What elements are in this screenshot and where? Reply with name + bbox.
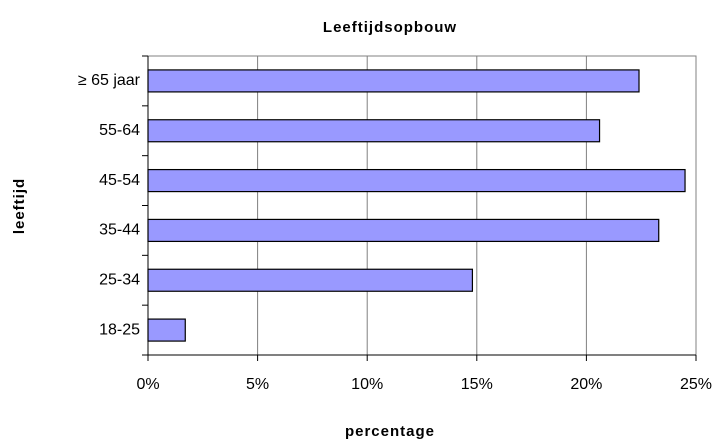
x-tick-label: 5%: [246, 376, 269, 393]
x-tick-label: 10%: [351, 376, 383, 393]
y-tick-label: 25-34: [99, 271, 140, 288]
bar: [147, 119, 601, 143]
x-tick-label: 25%: [680, 376, 712, 393]
x-tick-label: 15%: [461, 376, 493, 393]
bar: [147, 318, 186, 342]
bar: [147, 218, 660, 243]
y-axis-label: leeftijd: [11, 178, 28, 234]
bar: [147, 268, 474, 292]
y-tick-label: 45-54: [99, 172, 140, 189]
bar: [147, 168, 686, 193]
x-tick-label: 0%: [136, 376, 159, 393]
bar: [147, 69, 640, 93]
y-tick-label: 55-64: [99, 122, 140, 139]
x-tick-label: 20%: [570, 376, 602, 393]
y-tick-label: ≥ 65 jaar: [78, 72, 141, 89]
y-tick-label: 35-44: [99, 222, 140, 239]
y-tick-label: 18-25: [99, 321, 140, 338]
chart-title: Leeftijdsopbouw: [323, 19, 457, 36]
x-axis-label: percentage: [345, 423, 435, 440]
